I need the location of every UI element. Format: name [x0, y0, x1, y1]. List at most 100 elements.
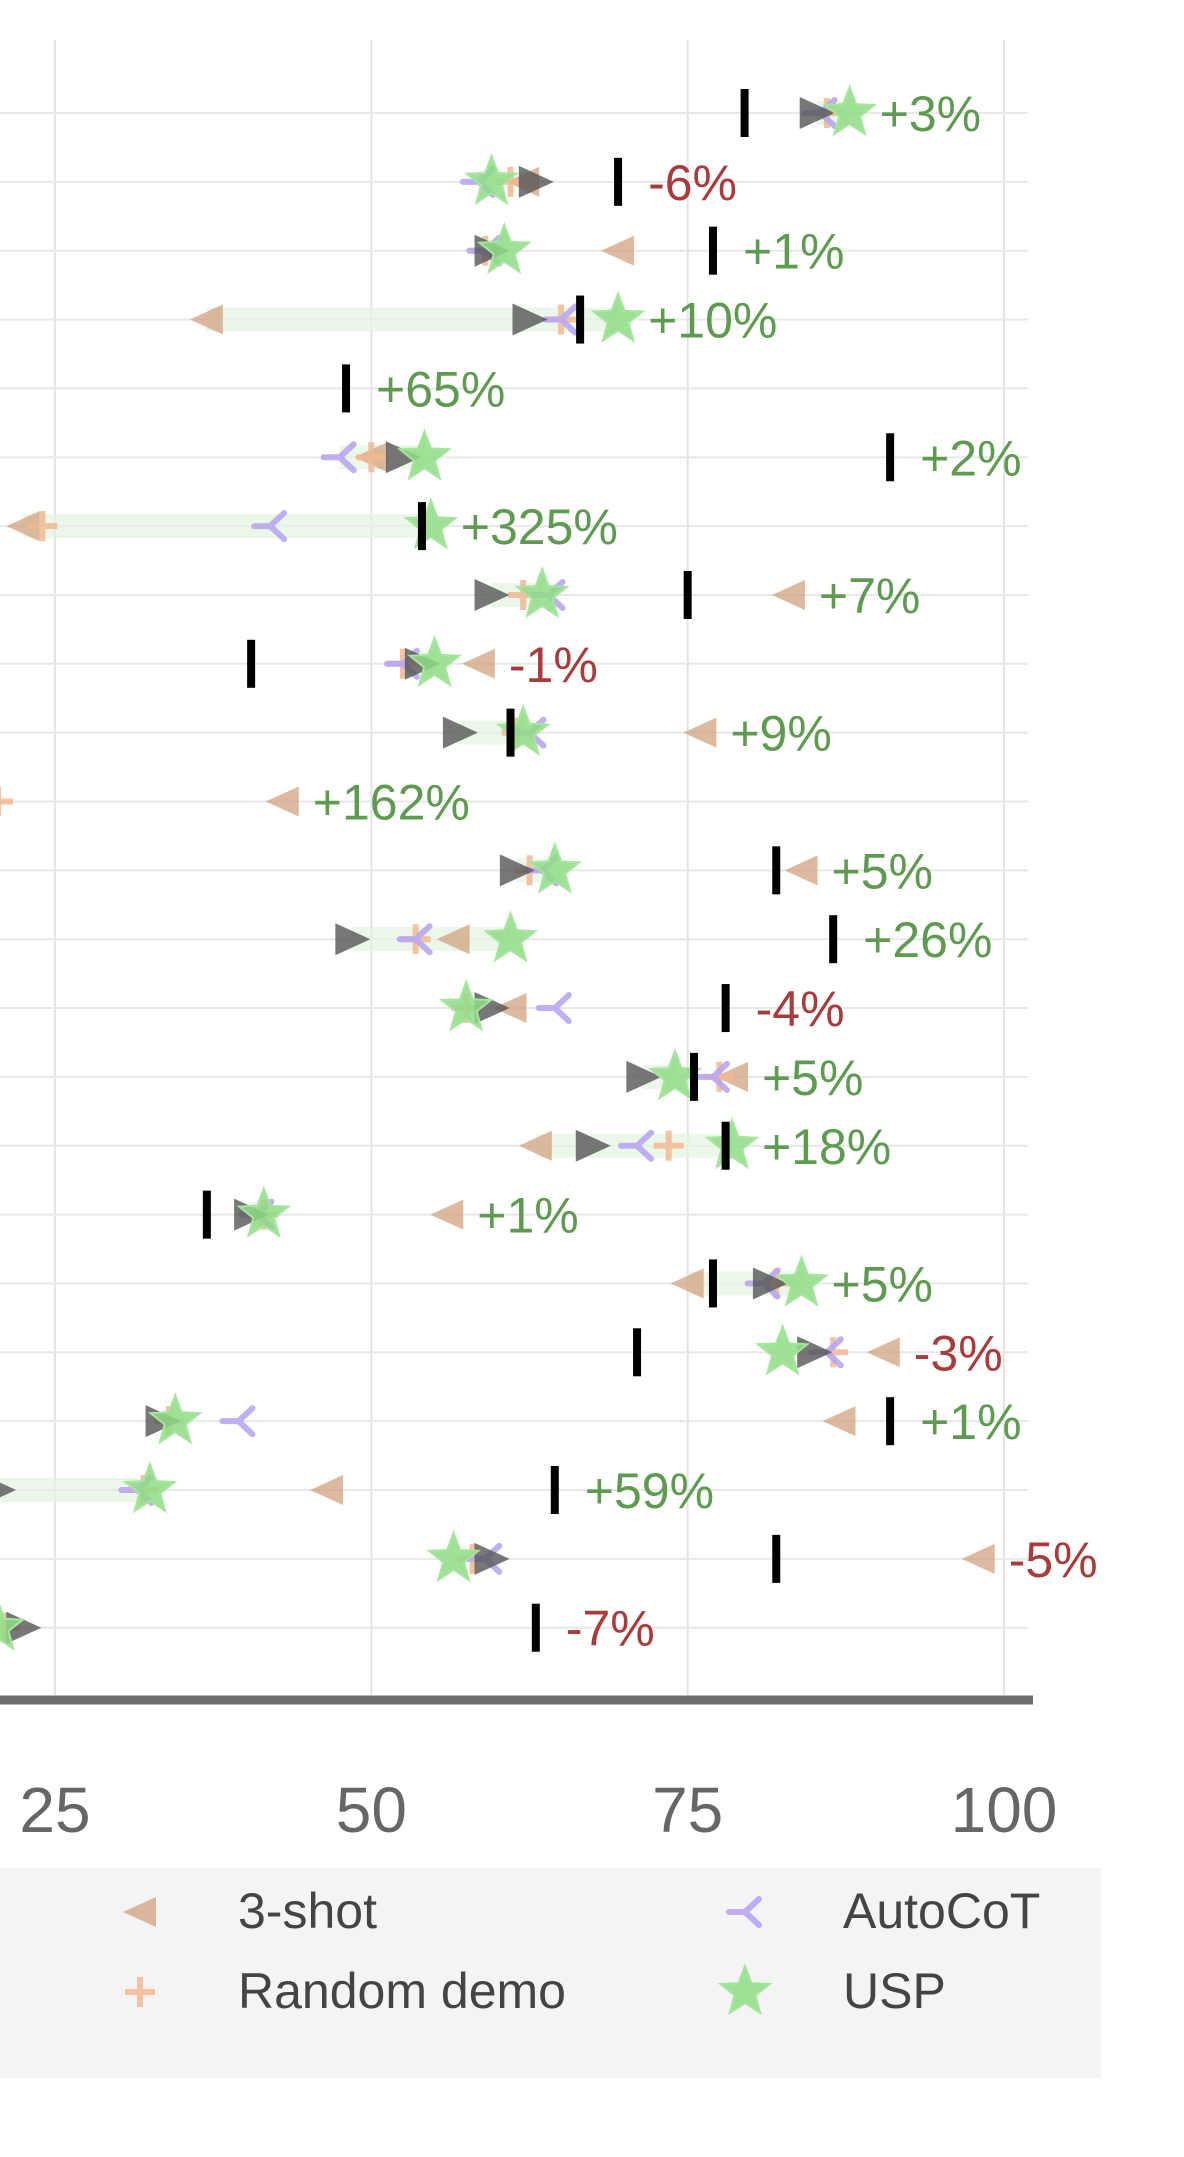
usp-marker: [755, 1323, 810, 1376]
zero-shot-marker: [512, 303, 548, 336]
data-row: [740, 84, 878, 137]
three-shot-marker: [123, 1897, 156, 1927]
reference-marker: [550, 1466, 559, 1514]
change-label: -4%: [756, 981, 845, 1037]
data-row: [202, 1185, 464, 1239]
change-label: +5%: [762, 1050, 863, 1106]
usp-marker: [704, 1116, 760, 1170]
change-label: +59%: [585, 1463, 714, 1519]
three-shot-marker: [771, 579, 805, 610]
data-row: [0, 786, 299, 817]
three-shot-marker: [784, 855, 818, 886]
legend-item-three-shot: 3-shot: [123, 1883, 377, 1939]
zero-shot-marker: [799, 97, 835, 129]
change-label: +26%: [863, 912, 992, 968]
usp-marker: [590, 290, 646, 343]
data-row: [342, 364, 351, 413]
data-row: [633, 1323, 900, 1377]
autocot-marker: [693, 1060, 730, 1093]
three-shot-marker: [436, 924, 470, 955]
data-row: [145, 1392, 895, 1446]
x-tick-label: 25: [19, 1774, 90, 1846]
three-shot-marker: [461, 648, 495, 679]
change-label: +9%: [730, 706, 831, 762]
data-row: [0, 1461, 559, 1514]
reference-marker: [531, 1603, 540, 1652]
change-label: -3%: [914, 1325, 1003, 1381]
usp-marker: [147, 1392, 203, 1445]
legend-item-random-demo: Random demo: [125, 1963, 566, 2019]
usp-marker: [514, 566, 570, 619]
random-demo-marker: [0, 786, 14, 817]
three-shot-marker: [265, 786, 299, 817]
reference-marker: [708, 1259, 717, 1308]
reference-marker: [886, 433, 895, 482]
usp-marker: [438, 979, 494, 1032]
change-label: +5%: [832, 843, 933, 899]
zero-shot-marker: [575, 1129, 611, 1162]
autocot-marker: [251, 510, 288, 543]
reference-marker: [247, 639, 256, 688]
change-label: +3%: [880, 86, 981, 142]
zero-shot-marker: [442, 716, 478, 749]
usp-marker: [495, 703, 551, 757]
usp-marker: [476, 221, 532, 274]
usp-marker: [483, 910, 538, 963]
random-demo-marker: [653, 1130, 684, 1161]
x-tick-label: 50: [336, 1774, 407, 1846]
random-demo-marker: [356, 442, 387, 473]
usp-marker: [396, 428, 452, 481]
autocot-marker: [219, 1405, 256, 1438]
reference-marker: [633, 1328, 642, 1377]
change-label: +1%: [477, 1188, 578, 1244]
x-tick-label: 100: [951, 1774, 1058, 1846]
usp-marker: [122, 1461, 178, 1514]
three-shot-marker: [430, 1199, 464, 1230]
legend-item-usp: USP: [717, 1963, 946, 2019]
legend-item-autocot: AutoCoT: [726, 1883, 1040, 1939]
autocot-marker: [726, 1896, 762, 1928]
data-row: [6, 497, 459, 551]
reference-marker: [417, 502, 426, 551]
data-row: [247, 634, 495, 688]
data-row: [474, 566, 805, 619]
data-row: [0, 1603, 540, 1652]
legend-label: Random demo: [238, 1963, 566, 2019]
change-label: +18%: [762, 1119, 891, 1175]
change-label: -1%: [509, 637, 598, 693]
reference-marker: [576, 295, 585, 344]
change-label: +65%: [376, 361, 505, 417]
zero-shot-marker: [335, 923, 371, 956]
data-row: [459, 152, 623, 206]
legend-label: USP: [843, 1963, 946, 2019]
zero-shot-marker: [0, 1482, 17, 1498]
reference-marker: [829, 915, 838, 964]
improvement-band: [352, 927, 511, 952]
usp-marker: [403, 497, 459, 550]
reference-marker: [506, 708, 515, 757]
three-shot-marker: [670, 1268, 704, 1299]
data-row: [626, 1048, 748, 1101]
usp-marker: [717, 1963, 773, 2016]
usp-marker: [426, 1529, 482, 1583]
three-shot-marker: [961, 1543, 995, 1574]
usp-marker: [774, 1254, 830, 1307]
change-label: +10%: [648, 293, 777, 349]
change-label: +2%: [920, 430, 1021, 486]
legend-background: [0, 1868, 1101, 2078]
data-row: [442, 703, 717, 757]
zero-shot-marker: [474, 1542, 510, 1575]
reference-marker: [689, 1052, 698, 1101]
reference-marker: [683, 570, 692, 619]
zero-shot-marker: [752, 1267, 788, 1300]
three-shot-marker: [822, 1406, 856, 1437]
legend: 3-shot AutoCoT Random demo USP: [0, 1868, 1101, 2078]
usp-marker: [464, 152, 520, 206]
zero-shot-marker: [797, 1336, 833, 1369]
three-shot-marker: [310, 1475, 344, 1505]
autocot-marker: [320, 441, 357, 474]
change-label: -7%: [566, 1601, 655, 1657]
data-row: [335, 910, 838, 964]
reference-marker: [342, 364, 351, 413]
